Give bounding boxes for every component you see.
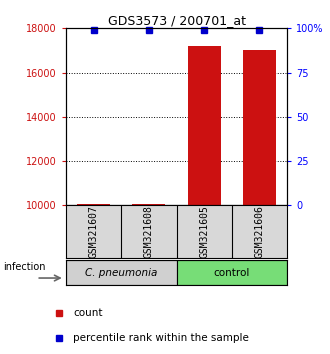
Text: control: control bbox=[214, 268, 250, 278]
Text: GSM321608: GSM321608 bbox=[144, 205, 154, 258]
Title: GDS3573 / 200701_at: GDS3573 / 200701_at bbox=[108, 14, 246, 27]
Text: percentile rank within the sample: percentile rank within the sample bbox=[73, 333, 249, 343]
Text: GSM321607: GSM321607 bbox=[89, 205, 99, 258]
Text: GSM321606: GSM321606 bbox=[254, 205, 264, 258]
Bar bbox=[177, 260, 287, 285]
Bar bbox=[66, 260, 177, 285]
Text: infection: infection bbox=[3, 262, 46, 272]
Bar bbox=[132, 204, 165, 205]
Text: C. pneumonia: C. pneumonia bbox=[85, 268, 157, 278]
Bar bbox=[243, 51, 276, 205]
Bar bbox=[77, 204, 110, 205]
Text: count: count bbox=[73, 308, 103, 318]
Bar bbox=[187, 46, 221, 205]
Text: GSM321605: GSM321605 bbox=[199, 205, 209, 258]
